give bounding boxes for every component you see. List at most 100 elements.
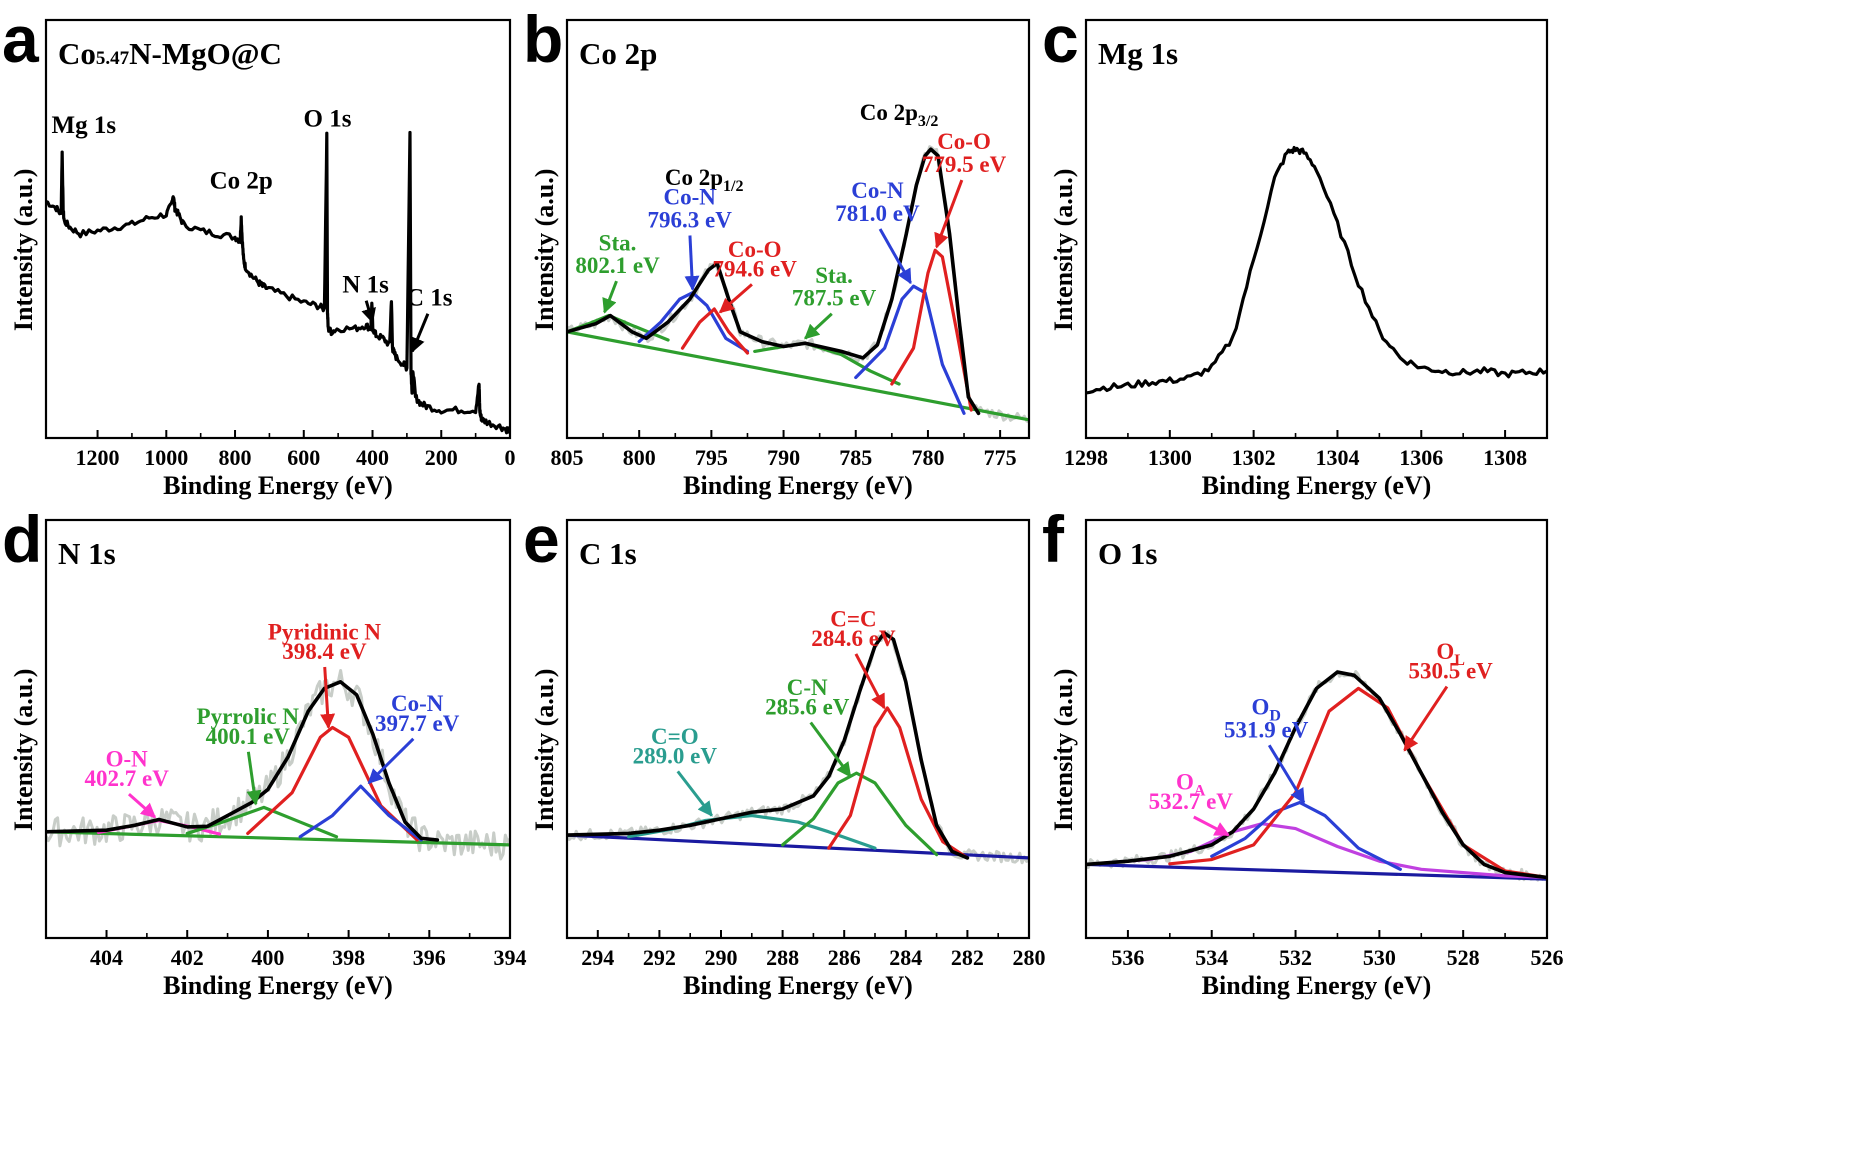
annotation-text: Co 2p [210,167,273,194]
annotation-label: Co 2p1/2 [665,165,744,195]
x-tick-label: 1200 [76,445,120,470]
annotation-arrow [854,653,886,710]
envelope-line [46,680,440,842]
annotation-text: 400.1 eV [206,724,291,749]
x-tick-label: 0 [505,445,516,470]
panel-f: 536 534 532 530 528 526 Binding Energy (eV) Int… [1042,502,1564,1000]
panel-a: 1200 1000 800 600 400 200 0 Binding Energy (eV)… [2,2,516,500]
annotation-label: Pyridinic N [268,619,381,644]
axes-frame [1084,518,1549,940]
x-tick-label: 1302 [1232,445,1276,470]
x-axis-label: Binding Energy (eV) [683,471,913,500]
annotation-text: 796.3 eV [648,207,733,232]
annotation-label: C-N [787,675,828,700]
annotation-label: 400.1 eV [206,724,291,749]
annotation-text: O [1176,769,1194,794]
annotation-text: 787.5 eV [792,286,877,311]
x-tick-label: 1298 [1064,445,1108,470]
annotation-label: 787.5 eV [792,286,877,311]
annotation-text: 530.5 eV [1408,659,1493,684]
panel-title-subscript: 5.47 [96,48,130,69]
axes-frame [565,518,1031,940]
panel-title: Co5.47N-MgO@C [58,36,282,71]
x-tick-label: 1304 [1315,445,1359,470]
x-tick-label: 800 [623,445,656,470]
annotation-text: C-N [787,675,828,700]
x-tick-label: 288 [766,945,799,970]
annotation-text: 779.5 eV [922,152,1007,177]
plot-area [46,130,510,435]
annotation-label: N 1s [342,272,389,299]
plot-area [567,145,1029,424]
axes-frame [565,18,1031,440]
series-line [46,130,510,435]
background-line [1086,862,1547,881]
x-tick-label: 394 [494,945,527,970]
panel-letter: b [523,2,563,76]
annotation-label: OD [1251,694,1280,724]
panel-title: C 1s [579,536,637,571]
annotation-text: Co-N [664,185,717,210]
series-line [680,307,750,355]
annotation-arrow [1267,744,1306,804]
annotation-label: C 1s [406,285,453,312]
panel-title-part: N-MgO@C [129,36,282,71]
annotation-label: 796.3 eV [648,207,733,232]
annotation-text: 397.7 eV [375,711,460,736]
annotation-label: 532.7 eV [1149,789,1234,814]
annotation-label: Co-N [851,178,904,203]
annotation-arrow [367,737,415,784]
annotation-text: O [1436,639,1454,664]
annotation-text: 289.0 eV [633,743,718,768]
y-axis-label: Intensity (a.u.) [530,669,559,832]
x-tick-label: 1000 [144,445,188,470]
annotation-subscript: L [1454,652,1465,669]
x-tick-label: 528 [1447,945,1480,970]
background-line [46,830,510,847]
annotation-label: Co 2p [210,167,273,194]
x-tick-label: 290 [705,945,738,970]
annotation-text: 402.7 eV [85,766,170,791]
envelope-line [1086,670,1547,880]
annotation-label: OL [1436,639,1465,669]
annotation-label: Co-N [391,691,444,716]
annotation-label: 285.6 eV [765,694,850,719]
annotation-label: C=O [651,724,699,749]
annotation-text: 285.6 eV [765,694,850,719]
annotation-arrow [934,179,964,249]
annotation-text: Pyridinic N [268,619,381,644]
annotation-text: Pyrrolic N [197,704,300,729]
annotation-subscript: 1/2 [723,178,743,195]
panel-letter: c [1042,2,1079,76]
annotation-text: Mg 1s [52,112,117,139]
x-tick-label: 1300 [1148,445,1192,470]
annotation-label: 531.9 eV [1224,717,1309,742]
annotation-text: O [1251,694,1269,719]
annotation-label: 402.7 eV [85,766,170,791]
x-tick-label: 284 [889,945,922,970]
annotation-label: O 1s [304,105,352,132]
annotation-arrow [684,235,700,291]
annotation-text: Co 2p [665,165,723,190]
x-tick-label: 286 [828,945,861,970]
x-tick-label: 795 [695,445,728,470]
plot-area [567,630,1029,865]
annotation-label: 397.7 eV [375,711,460,736]
annotation-subscript: 3/2 [918,113,938,130]
annotation-text: O-N [106,747,149,772]
annotation-text: 284.6 eV [811,626,896,651]
x-axis-label: Binding Energy (eV) [683,971,913,1000]
x-tick-label: 775 [984,445,1017,470]
x-tick-label: 280 [1013,945,1046,970]
annotation-label: 781.0 eV [835,201,920,226]
y-axis-label: Intensity (a.u.) [1049,169,1078,332]
panel-letter: a [2,2,40,76]
annotation-subscript: D [1269,707,1281,724]
annotation-label: C=C [830,606,876,631]
x-tick-label: 200 [425,445,458,470]
panel-title: Co 2p [579,36,657,71]
annotation-label: Co-O [728,237,782,262]
series-line [1086,145,1547,395]
x-tick-label: 785 [839,445,872,470]
